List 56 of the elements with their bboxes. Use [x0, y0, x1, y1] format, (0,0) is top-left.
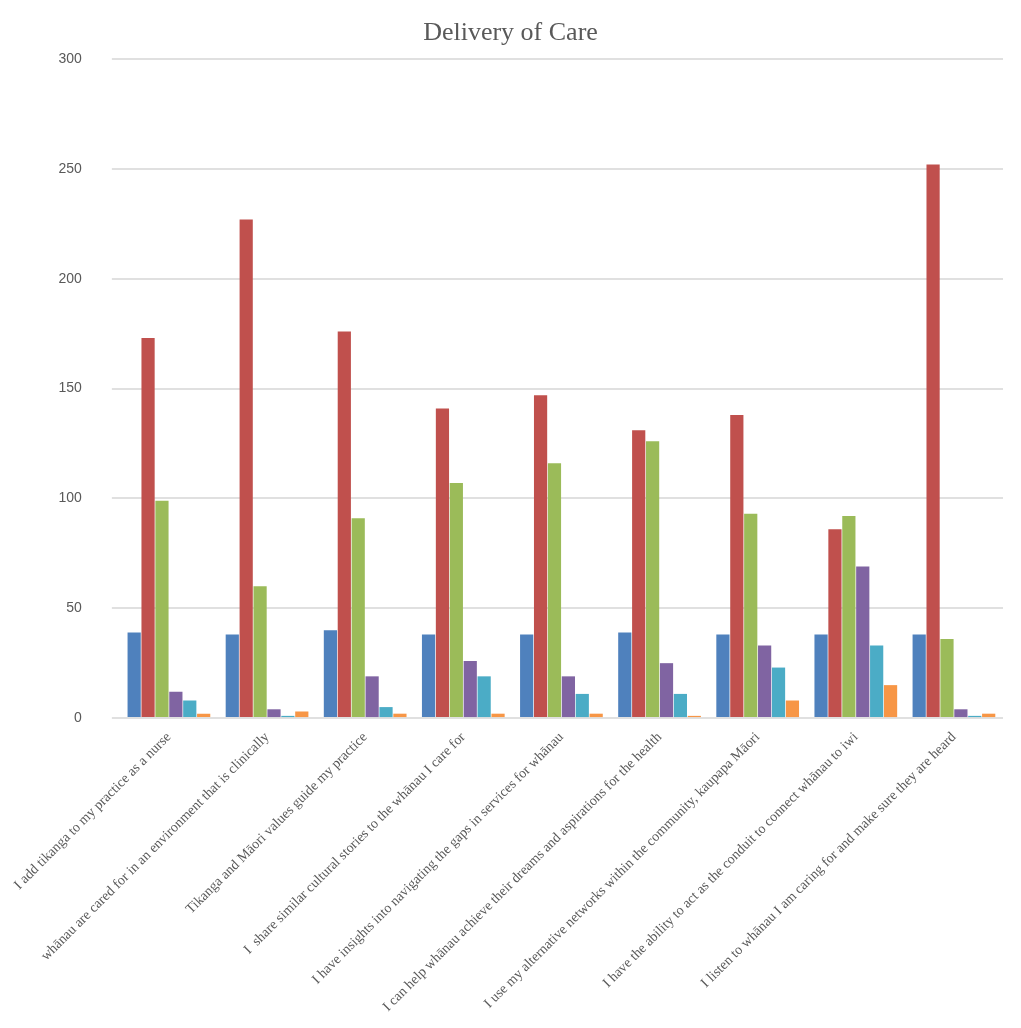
bar: [463, 660, 477, 718]
bar: [449, 483, 463, 718]
bar: [771, 667, 786, 718]
bar: [912, 634, 926, 718]
bar: [856, 566, 870, 718]
bar: [127, 632, 141, 718]
bar: [267, 709, 281, 718]
bar: [155, 500, 169, 718]
bar: [491, 713, 505, 718]
bar: [365, 676, 379, 718]
bar: [421, 634, 436, 718]
bar: [225, 634, 239, 718]
bar: [295, 711, 309, 718]
y-tick-label: 200: [58, 269, 83, 286]
bar: [758, 645, 772, 718]
y-tick-label: 50: [66, 599, 83, 616]
bar: [673, 693, 688, 718]
y-tick-label: 250: [58, 159, 83, 176]
bar: [842, 516, 856, 718]
bar: [870, 645, 884, 718]
bar: [183, 700, 197, 718]
bar: [954, 709, 968, 718]
bar: [785, 700, 800, 718]
bar: [716, 634, 730, 718]
y-tick-label: 0: [74, 708, 83, 725]
bar: [379, 707, 393, 718]
bar: [659, 663, 674, 718]
bar: [883, 685, 898, 718]
bar: [926, 164, 940, 718]
bar: [393, 713, 407, 718]
bar: [828, 529, 842, 718]
bar: [575, 693, 589, 718]
bar: [239, 219, 253, 718]
bar: [547, 463, 562, 718]
bar: [323, 630, 338, 718]
bar: [520, 634, 534, 718]
bar: [744, 513, 758, 718]
bar: [141, 338, 155, 718]
bar: [561, 676, 575, 718]
bar: [646, 441, 660, 718]
bar: [253, 586, 267, 718]
chart-title: Delivery of Care: [423, 17, 598, 47]
y-tick-label: 150: [58, 379, 83, 396]
bar: [435, 408, 450, 718]
bar: [814, 634, 828, 718]
bar: [618, 632, 632, 718]
bar: [477, 676, 491, 718]
y-tick-label: 300: [58, 50, 83, 67]
y-tick-label: 100: [58, 489, 83, 506]
bar: [632, 430, 646, 718]
bar: [337, 331, 351, 718]
bar: [730, 414, 744, 718]
bar: [533, 395, 548, 718]
bar: [169, 691, 183, 718]
bar: [351, 518, 365, 718]
bar: [940, 639, 954, 718]
